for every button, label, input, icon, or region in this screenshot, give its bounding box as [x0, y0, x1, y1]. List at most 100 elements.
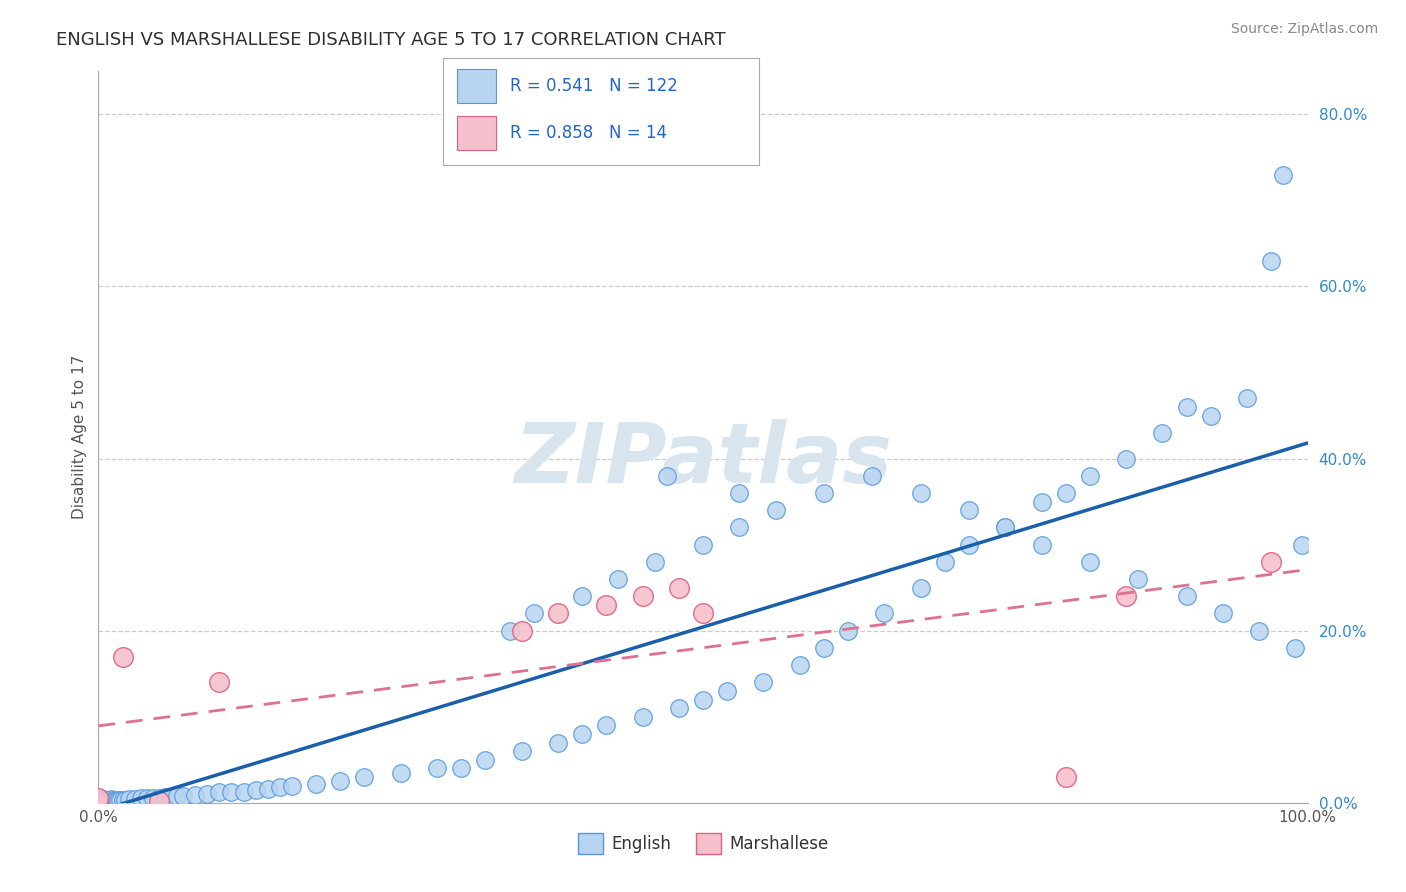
Text: R = 0.858   N = 14: R = 0.858 N = 14 — [510, 124, 668, 142]
Point — [111, 793, 134, 807]
Point — [523, 607, 546, 621]
Point — [232, 784, 254, 798]
Point — [668, 581, 690, 595]
Point — [94, 794, 117, 808]
Point — [329, 774, 352, 789]
Point — [100, 792, 122, 806]
Point — [1078, 468, 1101, 483]
Point — [87, 793, 110, 807]
Point — [208, 785, 231, 799]
Point — [1054, 770, 1077, 784]
Point — [87, 794, 110, 808]
Point — [450, 761, 472, 775]
Point — [87, 796, 110, 810]
Point — [873, 607, 896, 621]
Point — [93, 794, 115, 808]
Point — [1054, 486, 1077, 500]
Point — [389, 765, 412, 780]
Text: Source: ZipAtlas.com: Source: ZipAtlas.com — [1230, 22, 1378, 37]
Point — [142, 790, 165, 805]
Point — [245, 783, 267, 797]
Point — [752, 675, 775, 690]
Point — [89, 793, 111, 807]
Point — [87, 790, 110, 805]
Point — [1115, 451, 1137, 466]
Point — [98, 794, 121, 808]
Point — [103, 794, 125, 808]
Point — [655, 468, 678, 483]
Point — [994, 520, 1017, 534]
Point — [87, 793, 110, 807]
Point — [94, 793, 117, 807]
Point — [1212, 607, 1234, 621]
Point — [90, 794, 112, 808]
Point — [107, 794, 129, 808]
Point — [474, 753, 496, 767]
Point — [1260, 555, 1282, 569]
Point — [837, 624, 859, 638]
Point — [100, 794, 122, 808]
Point — [91, 793, 114, 807]
Point — [89, 792, 111, 806]
Point — [934, 555, 956, 569]
Point — [172, 789, 194, 803]
Point — [87, 795, 110, 809]
Point — [631, 589, 654, 603]
Point — [208, 675, 231, 690]
Point — [510, 744, 533, 758]
Point — [1284, 640, 1306, 655]
Point — [813, 486, 835, 500]
Point — [607, 572, 630, 586]
Point — [813, 640, 835, 655]
Text: ENGLISH VS MARSHALLESE DISABILITY AGE 5 TO 17 CORRELATION CHART: ENGLISH VS MARSHALLESE DISABILITY AGE 5 … — [56, 31, 725, 49]
Point — [994, 520, 1017, 534]
Point — [124, 792, 146, 806]
Point — [96, 793, 118, 807]
Point — [281, 779, 304, 793]
Point — [510, 624, 533, 638]
Point — [166, 789, 188, 803]
Point — [547, 607, 569, 621]
Point — [129, 791, 152, 805]
Point — [1175, 400, 1198, 414]
Point — [97, 794, 120, 808]
Point — [1152, 425, 1174, 440]
Point — [87, 795, 110, 809]
Point — [426, 761, 449, 775]
Point — [160, 789, 183, 804]
Point — [692, 607, 714, 621]
Point — [91, 794, 114, 808]
Point — [571, 589, 593, 603]
Point — [89, 796, 111, 810]
Point — [100, 793, 122, 807]
Point — [87, 791, 110, 805]
Point — [644, 555, 666, 569]
Point — [1031, 494, 1053, 508]
Point — [89, 794, 111, 808]
Point — [1031, 538, 1053, 552]
Point — [91, 794, 114, 808]
Point — [860, 468, 883, 483]
Point — [87, 791, 110, 805]
Point — [631, 710, 654, 724]
Point — [353, 770, 375, 784]
Point — [1199, 409, 1222, 423]
Point — [668, 701, 690, 715]
Text: R = 0.541   N = 122: R = 0.541 N = 122 — [510, 77, 678, 95]
Point — [910, 486, 932, 500]
Point — [87, 795, 110, 809]
Point — [87, 796, 110, 810]
Point — [90, 795, 112, 809]
Point — [195, 787, 218, 801]
Point — [111, 649, 134, 664]
Point — [910, 581, 932, 595]
Point — [728, 520, 751, 534]
Point — [221, 785, 243, 799]
Point — [269, 780, 291, 795]
Point — [692, 538, 714, 552]
Point — [1128, 572, 1150, 586]
Point — [101, 793, 124, 807]
Point — [108, 793, 131, 807]
Point — [789, 658, 811, 673]
Point — [87, 796, 110, 810]
